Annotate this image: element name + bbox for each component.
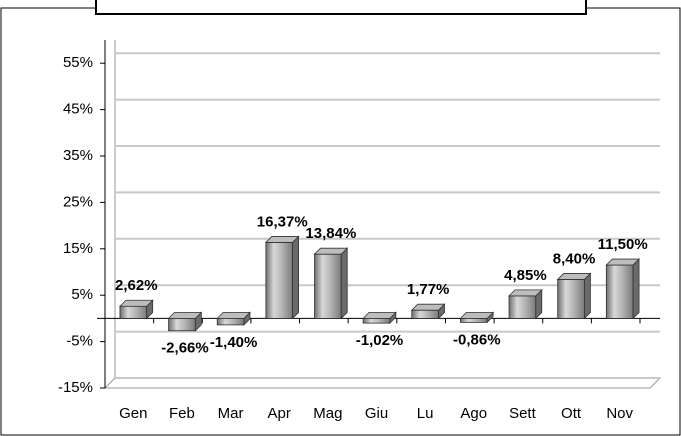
value-label: 16,37% <box>257 213 308 230</box>
bar-front <box>508 295 537 319</box>
value-label: 11,50% <box>598 236 648 253</box>
x-tick-label: Gen <box>119 405 147 422</box>
y-tick-label: 35% <box>63 147 93 164</box>
bar-front <box>362 317 391 324</box>
bar-top <box>167 312 203 319</box>
bar-side <box>340 247 348 320</box>
bar-top <box>264 236 300 243</box>
bar-front <box>459 317 488 323</box>
bar-top <box>459 312 495 319</box>
y-tick-label: -15% <box>58 379 93 396</box>
y-tick-label: 55% <box>63 54 93 71</box>
x-tick-label: Mag <box>313 405 342 422</box>
x-tick-label: Giu <box>365 405 388 422</box>
value-label: -1,02% <box>356 332 404 349</box>
x-tick-label: Feb <box>169 405 195 422</box>
bar-top <box>216 312 251 319</box>
bar-top <box>605 258 641 266</box>
value-label: -0,86% <box>453 331 501 348</box>
x-tick-label: Lu <box>417 405 434 422</box>
bar-front <box>314 253 342 319</box>
value-label: -1,40% <box>210 334 258 351</box>
bar-front <box>168 317 196 332</box>
bar-front <box>216 317 245 326</box>
y-tick-label: 5% <box>71 286 93 303</box>
bar-front <box>265 242 294 319</box>
bar-side <box>632 258 640 320</box>
y-tick-label: -5% <box>66 333 93 350</box>
bar-top <box>313 247 349 255</box>
x-tick-label: Ott <box>561 405 582 422</box>
value-label: -2,66% <box>161 340 209 357</box>
x-tick-label: Apr <box>268 405 291 422</box>
bar-front <box>557 279 585 319</box>
bar-top <box>118 299 154 307</box>
bar-front <box>605 264 634 319</box>
bar-top <box>362 312 397 319</box>
value-label: 8,40% <box>553 250 596 267</box>
y-tick-label: 15% <box>63 240 93 257</box>
bar-top <box>508 289 543 297</box>
x-tick-label: Ago <box>460 405 487 422</box>
y-tick-label: 45% <box>63 101 93 118</box>
title-box <box>95 0 587 15</box>
chart-border <box>0 7 681 436</box>
x-tick-label: Sett <box>509 405 537 422</box>
x-tick-label: Mar <box>218 405 244 422</box>
bar-top <box>556 273 592 280</box>
bar-top <box>410 303 446 311</box>
value-label: 2,62% <box>115 277 158 294</box>
bar-front <box>411 309 439 319</box>
bar-side <box>584 272 591 320</box>
value-label: 4,85% <box>504 267 547 284</box>
y-tick-label: 25% <box>63 193 93 210</box>
value-label: 1,77% <box>407 281 450 298</box>
bar-side <box>292 235 300 320</box>
value-label: 13,84% <box>305 225 356 242</box>
bar-front <box>119 305 148 319</box>
x-tick-label: Nov <box>606 405 633 422</box>
